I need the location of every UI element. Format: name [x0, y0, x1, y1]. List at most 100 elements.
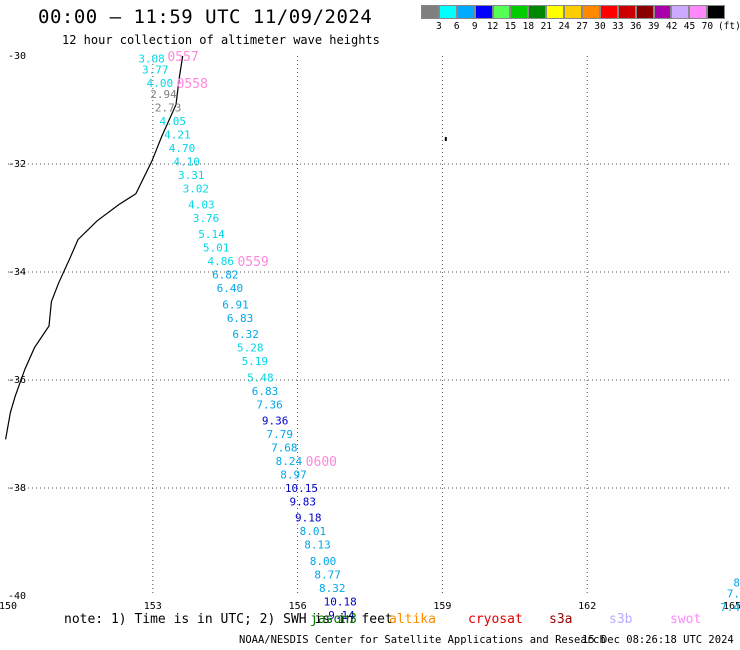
lat-tick-label: -36 — [8, 375, 26, 386]
satellite-legend-label: swot — [670, 612, 702, 627]
legend-label: 39 — [647, 21, 660, 32]
wave-height-value: 4.10 — [173, 155, 200, 168]
legend-swatch — [564, 5, 583, 19]
wave-height-value: 5.01 — [203, 242, 230, 255]
wave-height-value: 4.05 — [160, 115, 187, 128]
legend-swatch — [582, 5, 600, 19]
lon-tick-label: 165 — [723, 601, 740, 612]
legend-swatch — [528, 5, 547, 19]
wave-height-value: 10.18 — [324, 595, 357, 608]
wave-height-value: 4.86 — [207, 255, 234, 268]
wave-height-value: 6.83 — [252, 385, 279, 398]
legend-label: 42 — [665, 21, 678, 32]
legend-label: 70 — [701, 21, 714, 32]
legend-label: 30 — [594, 21, 606, 32]
note-text: note: 1) Time is in UTC; 2) SWH is in fe… — [64, 612, 393, 627]
lon-tick-label: 153 — [144, 601, 162, 612]
legend-label: 18 — [522, 21, 535, 32]
legend-label: 9 — [471, 21, 478, 32]
wave-height-value: 6.40 — [217, 282, 244, 295]
legend-label: 45 — [683, 21, 696, 32]
legend-unit: (ft) — [717, 21, 740, 32]
lat-tick-label: -40 — [8, 591, 26, 602]
legend-label: 6 — [453, 21, 460, 32]
legend-swatch — [510, 5, 529, 19]
time-mark-label: 0557 — [167, 50, 198, 65]
wave-height-value: 7. — [727, 587, 740, 600]
wave-height-value: 5.19 — [242, 355, 269, 368]
wave-height-value: 4.00 — [147, 77, 174, 90]
wave-height-value: 4.21 — [164, 128, 191, 141]
legend-label: 15 — [504, 21, 517, 32]
wave-height-value: 6.91 — [222, 298, 249, 311]
legend-label: 24 — [558, 21, 570, 32]
legend-swatch — [438, 5, 457, 19]
legend-label: 12 — [486, 21, 499, 32]
lat-tick-label: -38 — [8, 483, 26, 494]
wave-height-value: 9.83 — [290, 496, 317, 509]
page-title: 00:00 – 11:59 UTC 11/09/2024 — [38, 6, 373, 28]
legend-label: 36 — [630, 21, 642, 32]
wave-height-value: 6.82 — [212, 269, 239, 282]
wave-height-value: 5.14 — [198, 228, 225, 241]
legend-label: 27 — [576, 21, 588, 32]
legend-swatch — [617, 5, 636, 19]
time-marks: 0557 0558 0559 0600 — [167, 50, 337, 470]
time-mark-label: 0559 — [237, 255, 268, 270]
wave-height-value: 6.83 — [227, 312, 254, 325]
legend-swatch — [599, 5, 618, 19]
legend-swatch — [492, 5, 511, 19]
wave-height-value: 8.13 — [304, 539, 331, 552]
credit-text: NOAA/NESDIS Center for Satellite Applica… — [239, 634, 606, 646]
legend-swatch — [546, 5, 565, 19]
wave-height-value: 9.14 — [328, 609, 355, 622]
wave-height-value: 8.01 — [300, 525, 327, 538]
wave-height-value: 8.97 — [280, 469, 307, 482]
wave-height-value: 8.32 — [319, 582, 346, 595]
graticule — [8, 56, 732, 596]
satellite-legend-label: altika — [389, 612, 436, 627]
time-mark-label: 0600 — [306, 455, 337, 470]
wave-height-value: 6.32 — [232, 328, 259, 341]
wave-height-value: 4.03 — [188, 199, 215, 212]
lat-tick-label: -34 — [8, 267, 26, 278]
coastline — [5, 55, 447, 440]
wave-height-value: 2.73 — [155, 101, 182, 114]
satellite-legend-label: s3b — [609, 612, 633, 627]
lon-tick-label: 159 — [433, 601, 451, 612]
credit-timestamp: 15 Dec 08:26:18 UTC 2024 — [582, 634, 734, 646]
lon-tick-label: 156 — [289, 601, 307, 612]
wave-height-value: 8.77 — [314, 568, 341, 581]
wave-height-value: 8.00 — [310, 555, 337, 568]
legend-swatch — [421, 5, 439, 19]
lat-tick-label: -32 — [8, 159, 26, 170]
wave-height-value: 7.36 — [256, 398, 283, 411]
wave-height-value: 8.24 — [276, 455, 303, 468]
wave-height-value: 4.70 — [169, 142, 196, 155]
wave-height-value: 9.36 — [262, 415, 289, 428]
wave-height-value: 3.76 — [193, 212, 220, 225]
wave-height-value: 3.77 — [142, 64, 169, 77]
wave-height-value: 5.28 — [237, 342, 264, 355]
wave-height-value: 8 — [733, 577, 740, 590]
wave-height-value: 10.15 — [285, 482, 318, 495]
legend-swatch — [689, 5, 708, 19]
legend-label: 3 — [436, 21, 442, 32]
lord-howe-island — [444, 137, 447, 141]
wave-height-value: 5.48 — [247, 371, 273, 384]
page-subtitle: 12 hour collection of altimeter wave hei… — [62, 33, 380, 47]
legend-swatch — [707, 5, 726, 19]
lon-tick-label: 162 — [578, 601, 596, 612]
wave-height-value: 7.4 — [720, 601, 740, 614]
legend-notes: note: 1) Time is in UTC; 2) SWH is in fe… — [0, 612, 740, 630]
wave-height-value: 3.02 — [183, 182, 210, 195]
wave-height-value: 2.94 — [150, 88, 177, 101]
lat-tick-label: -30 — [8, 51, 26, 62]
wave-height-track: 3.083.774.002.942.734.054.214.704.103.31… — [138, 53, 740, 622]
wave-height-value: 7.79 — [266, 428, 293, 441]
wave-height-value: 7.68 — [271, 442, 298, 455]
color-legend — [421, 5, 726, 19]
